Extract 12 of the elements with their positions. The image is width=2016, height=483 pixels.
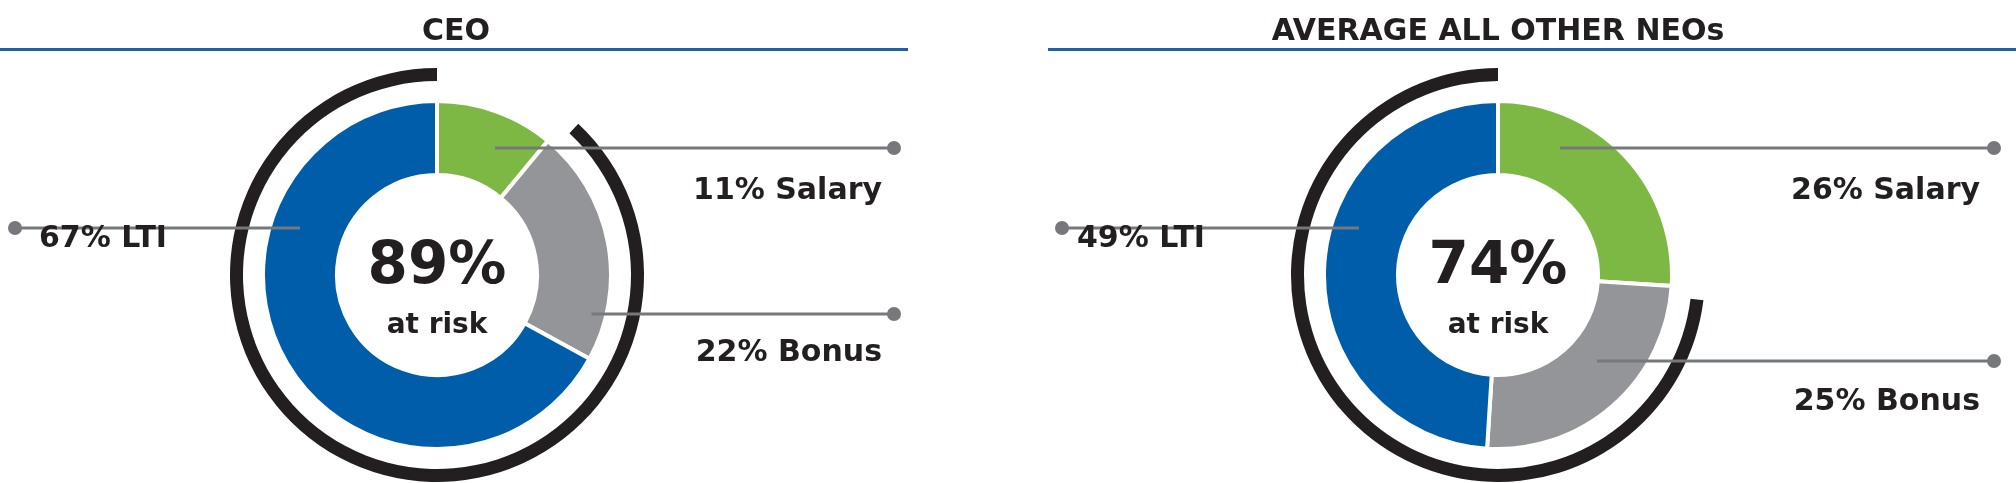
- slice-label: 22% Bonus: [695, 333, 882, 368]
- slice-label: 67% LTI: [39, 219, 168, 254]
- chart-title: CEO: [421, 12, 491, 47]
- slice-label: 25% Bonus: [1793, 382, 1980, 417]
- text: at risk: [1447, 307, 1550, 340]
- text: at risk: [386, 307, 489, 340]
- slice-label: 11% Salary: [693, 171, 883, 206]
- text: 74%: [1428, 229, 1568, 297]
- text: 89%: [367, 229, 507, 297]
- chart-title: AVERAGE ALL OTHER NEOs: [1271, 12, 1725, 47]
- slice-label: 26% Salary: [1791, 171, 1981, 206]
- slice-label: 49% LTI: [1077, 219, 1206, 254]
